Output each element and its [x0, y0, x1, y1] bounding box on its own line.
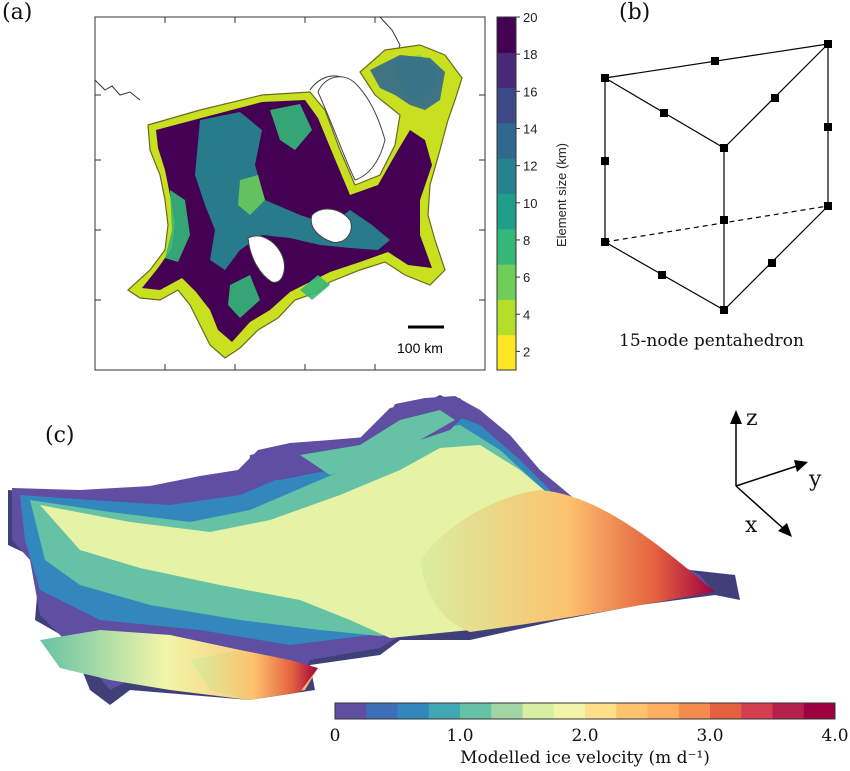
colorbar-a-tick-label: 16	[523, 84, 537, 99]
colorbar-ice-velocity: 0 1.0 2.0 3.0 4.0 Modelled ice velocity (m d…	[330, 702, 849, 768]
colorbar-c-swatch	[522, 703, 555, 719]
panel-a-label: (a)	[2, 0, 33, 25]
colorbar-c-swatch	[710, 703, 742, 719]
colorbar-a-swatch	[497, 52, 516, 89]
colorbar-c-swatch	[491, 703, 523, 719]
island-mid	[310, 208, 352, 243]
colorbar-a-swatch	[497, 17, 516, 53]
colorbar-c-swatch	[335, 703, 367, 719]
colorbar-c-title: Modelled ice velocity (m d⁻¹)	[460, 748, 710, 768]
colorbar-a-tick-label: 14	[523, 121, 537, 136]
pentahedron-nodes	[601, 40, 832, 314]
panel-b-label: (b)	[619, 0, 651, 25]
island-small	[247, 235, 285, 283]
model-lower-arm-fast	[190, 650, 318, 700]
colorbar-a-swatch	[497, 193, 516, 230]
colorbar-a-tick-label: 20	[523, 10, 537, 25]
colorbar-c-swatch	[803, 703, 836, 719]
colorbar-c-swatch	[553, 703, 586, 719]
model-surface-fast-main	[420, 490, 715, 632]
colorbar-c-swatch	[772, 703, 805, 719]
colorbar-c-tick-label: 2.0	[571, 726, 598, 746]
colorbar-c-swatch	[460, 703, 492, 719]
colorbar-c-tick-label: 0	[330, 726, 341, 746]
colorbar-a-tick-label: 2	[523, 344, 530, 359]
axis-y-label: y	[808, 467, 822, 492]
colorbar-a-swatch	[497, 87, 516, 124]
pentahedron-caption: 15-node pentahedron	[619, 331, 804, 351]
colorbar-a-swatch	[497, 334, 516, 371]
colorbar-a-tick-label: 10	[523, 196, 537, 211]
colorbar-c-swatch	[678, 703, 711, 719]
mesh-zone-green	[165, 104, 330, 318]
colorbar-a-tick-label: 18	[523, 47, 537, 62]
colorbar-c-swatch	[585, 703, 617, 719]
colorbar-c-swatch	[616, 703, 648, 719]
colorbar-a-tick-label: 12	[523, 159, 537, 174]
colorbar-c-swatch	[647, 703, 680, 719]
axis-z-label: z	[746, 406, 758, 431]
map-ticks	[95, 17, 485, 370]
colorbar-a-swatch	[497, 122, 516, 159]
colorbar-a-swatch	[497, 264, 516, 300]
colorbar-a-tick-label: 6	[523, 270, 530, 285]
colorbar-element-size: 20 18 16 14 12 10 8 6 4 2 Element size (km)	[496, 10, 569, 371]
colorbar-a-title: Element size (km)	[554, 143, 569, 247]
colorbar-c-swatch	[741, 703, 773, 719]
panel-a-map: 100 km	[94, 16, 486, 371]
axis-x-label: x	[745, 513, 758, 538]
colorbar-c-swatch	[397, 703, 430, 719]
ice-velocity-3d-model	[8, 395, 740, 705]
model-northern-arm-teal	[300, 410, 455, 475]
colorbar-a-tick-label: 8	[523, 233, 530, 248]
mesh-zone-blue	[370, 55, 445, 110]
colorbar-c-tick-label: 4.0	[821, 726, 848, 746]
island-large	[317, 76, 386, 181]
scale-bar-label: 100 km	[397, 340, 443, 356]
colorbar-c-swatch	[366, 703, 398, 719]
colorbar-c-tick-label: 1.0	[446, 726, 473, 746]
colorbar-a-swatch	[497, 299, 516, 336]
colorbar-c-swatch	[428, 703, 461, 719]
colorbar-a-swatch	[497, 158, 516, 194]
colorbar-a-tick-label: 4	[523, 307, 530, 322]
panel-c-label: (c)	[45, 423, 75, 448]
axes-triad	[730, 410, 808, 537]
colorbar-a-swatch	[497, 228, 516, 265]
pentahedron-diagram	[604, 43, 829, 311]
colorbar-c-tick-label: 3.0	[696, 726, 723, 746]
